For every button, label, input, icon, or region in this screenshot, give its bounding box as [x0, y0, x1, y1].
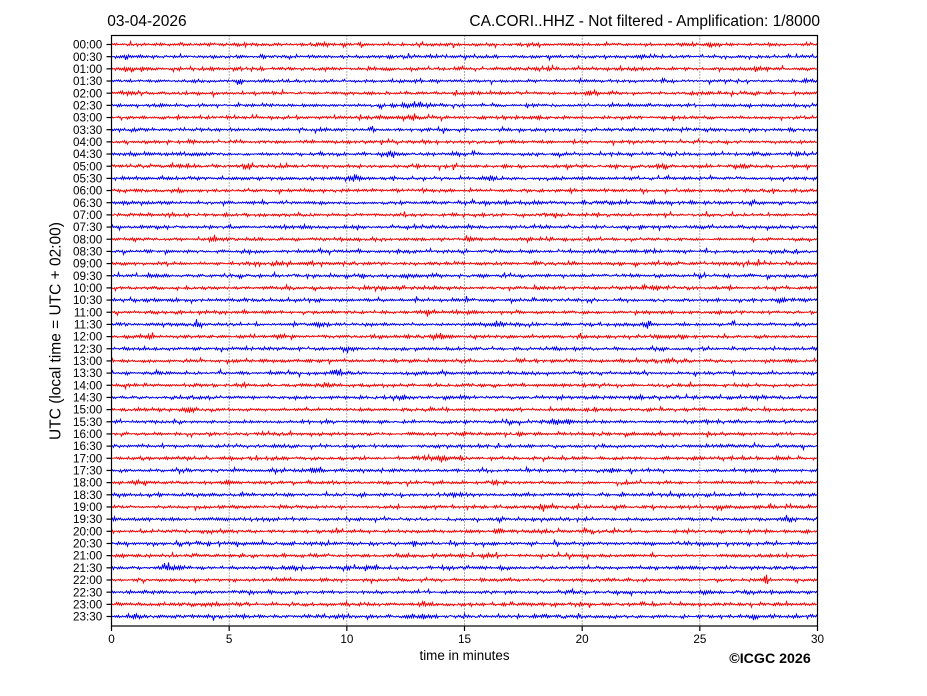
svg-text:06:30: 06:30	[73, 197, 103, 210]
svg-text:30: 30	[811, 633, 825, 646]
svg-text:UTC (local time = UTC + 02:00): UTC (local time = UTC + 02:00)	[48, 222, 65, 440]
svg-text:11:30: 11:30	[74, 319, 103, 332]
svg-text:02:00: 02:00	[73, 87, 103, 100]
svg-text:21:30: 21:30	[73, 562, 103, 575]
svg-text:14:00: 14:00	[73, 379, 103, 392]
svg-text:14:30: 14:30	[73, 392, 103, 405]
svg-text:19:30: 19:30	[73, 513, 103, 526]
svg-text:time in minutes: time in minutes	[419, 648, 509, 663]
svg-text:10:30: 10:30	[73, 294, 103, 307]
svg-text:16:00: 16:00	[73, 428, 103, 441]
svg-text:04:30: 04:30	[73, 148, 103, 161]
svg-text:07:30: 07:30	[73, 221, 103, 234]
svg-text:03:30: 03:30	[73, 124, 103, 137]
svg-text:22:00: 22:00	[73, 574, 103, 587]
svg-text:20: 20	[576, 633, 590, 646]
svg-text:17:00: 17:00	[73, 452, 103, 465]
svg-text:11:00: 11:00	[74, 306, 103, 319]
svg-text:13:00: 13:00	[73, 355, 103, 368]
svg-text:03-04-2026: 03-04-2026	[107, 13, 186, 30]
svg-text:25: 25	[693, 633, 707, 646]
svg-text:01:00: 01:00	[73, 63, 103, 76]
svg-text:18:00: 18:00	[73, 477, 103, 490]
svg-text:00:30: 00:30	[73, 51, 103, 64]
svg-text:18:30: 18:30	[73, 489, 103, 502]
svg-text:20:00: 20:00	[73, 525, 103, 538]
svg-text:5: 5	[226, 633, 233, 646]
svg-text:13:30: 13:30	[73, 367, 103, 380]
svg-text:19:00: 19:00	[73, 501, 103, 514]
svg-text:01:30: 01:30	[73, 75, 103, 88]
svg-text:15:30: 15:30	[73, 416, 103, 429]
svg-text:08:00: 08:00	[73, 233, 103, 246]
svg-text:09:00: 09:00	[73, 258, 103, 271]
svg-text:16:30: 16:30	[73, 440, 103, 453]
svg-text:CA.CORI..HHZ - Not filtered -: CA.CORI..HHZ - Not filtered - Amplificat…	[469, 13, 820, 30]
svg-text:00:00: 00:00	[73, 39, 103, 52]
svg-text:23:00: 23:00	[73, 598, 103, 611]
svg-text:17:30: 17:30	[73, 465, 103, 478]
svg-text:07:00: 07:00	[73, 209, 103, 222]
svg-text:03:00: 03:00	[73, 112, 103, 125]
svg-text:10: 10	[340, 633, 354, 646]
svg-text:09:30: 09:30	[73, 270, 103, 283]
svg-text:0: 0	[108, 633, 115, 646]
svg-text:15:00: 15:00	[73, 404, 103, 417]
svg-text:02:30: 02:30	[73, 100, 103, 113]
svg-text:05:30: 05:30	[73, 173, 103, 186]
svg-text:21:00: 21:00	[73, 550, 103, 563]
svg-text:12:00: 12:00	[73, 331, 103, 344]
svg-text:20:30: 20:30	[73, 538, 103, 551]
svg-text:22:30: 22:30	[73, 586, 103, 599]
svg-text:12:30: 12:30	[73, 343, 103, 356]
svg-text:15: 15	[458, 633, 472, 646]
svg-text:©ICGC 2026: ©ICGC 2026	[729, 651, 811, 667]
svg-text:23:30: 23:30	[73, 611, 103, 624]
svg-text:06:00: 06:00	[73, 185, 103, 198]
svg-text:08:30: 08:30	[73, 246, 103, 259]
svg-text:10:00: 10:00	[73, 282, 103, 295]
svg-text:04:00: 04:00	[73, 136, 103, 149]
svg-text:05:00: 05:00	[73, 160, 103, 173]
